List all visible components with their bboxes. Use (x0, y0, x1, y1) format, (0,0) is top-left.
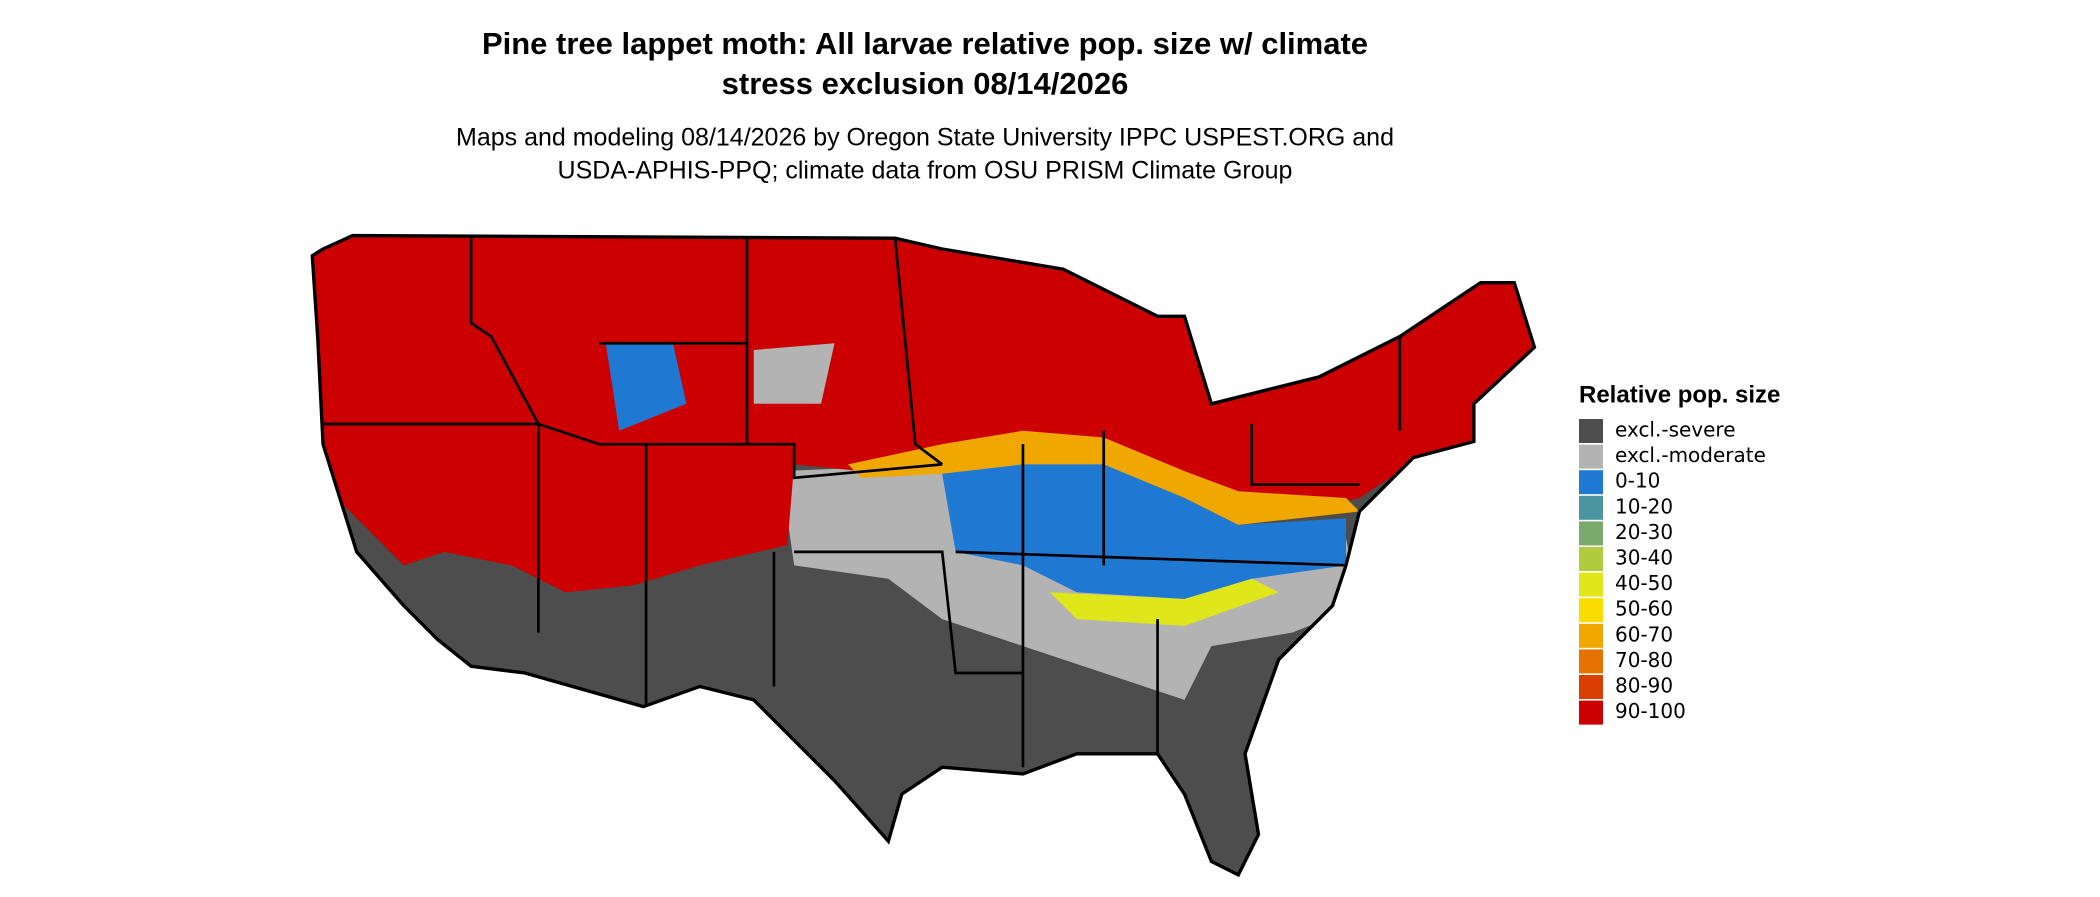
region (605, 343, 687, 431)
title: Pine tree lappet moth: All larvae relati… (482, 26, 1368, 61)
state-borders (323, 238, 1402, 768)
legend-label: 50-60 (1615, 597, 1673, 621)
legend-label: 90-100 (1615, 699, 1686, 723)
legend: excl.-severeexcl.-moderate0-1010-2020-30… (1579, 418, 1766, 725)
region (753, 343, 835, 404)
legend-title: Relative pop. size (1579, 381, 1780, 408)
legend-label: excl.-moderate (1615, 443, 1766, 467)
region (1049, 578, 1279, 626)
legend-swatch (1579, 470, 1603, 495)
legend-label: 0-10 (1615, 469, 1660, 493)
legend-label: 80-90 (1615, 674, 1673, 698)
legend-swatch (1579, 521, 1603, 546)
legend-label: 10-20 (1615, 494, 1673, 518)
legend-label: 70-80 (1615, 648, 1673, 672)
map (310, 233, 1537, 878)
legend-swatch (1579, 495, 1603, 520)
legend-label: excl.-severe (1615, 418, 1736, 442)
subtitle: Maps and modeling 08/14/2026 by Oregon S… (456, 124, 1394, 152)
legend-swatch (1579, 623, 1603, 648)
legend-label: 20-30 (1615, 520, 1673, 544)
legend-swatch (1579, 675, 1603, 699)
legend-swatch (1579, 419, 1603, 443)
legend-swatch (1579, 444, 1603, 469)
legend-swatch (1579, 649, 1603, 674)
region (942, 464, 1346, 599)
country-border (310, 233, 1537, 878)
legend-label: 40-50 (1615, 571, 1673, 595)
subtitle: USDA-APHIS-PPQ; climate data from OSU PR… (558, 157, 1293, 185)
region (847, 430, 1360, 525)
legend-swatch (1579, 572, 1603, 597)
legend-label: 60-70 (1615, 622, 1673, 646)
legend-swatch (1579, 598, 1603, 623)
legend-label: 30-40 (1615, 546, 1673, 570)
legend-swatch (1579, 547, 1603, 571)
legend-swatch (1579, 700, 1603, 725)
title: stress exclusion 08/14/2026 (722, 66, 1129, 101)
